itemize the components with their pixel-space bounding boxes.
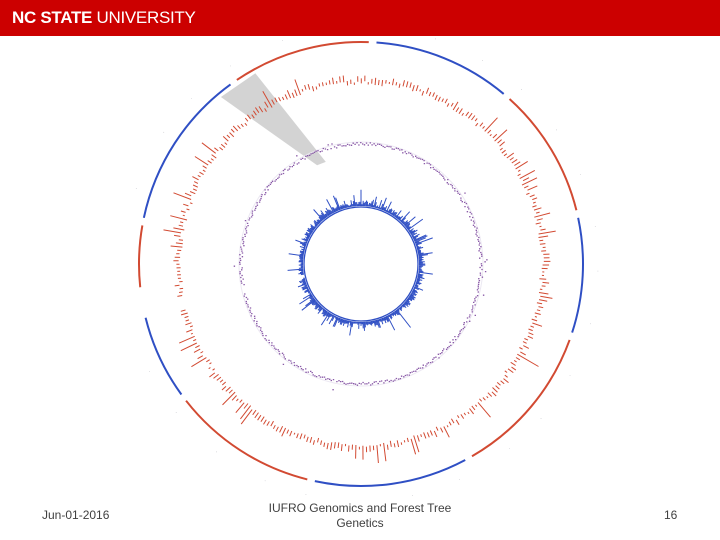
footer-page-number: 16 — [664, 508, 678, 522]
scale-tick-label: · — [263, 479, 266, 484]
scale-tick-label: · — [508, 447, 512, 452]
footer-title: IUFRO Genomics and Forest Tree Genetics — [268, 501, 452, 530]
scale-tick-label: · — [539, 416, 544, 420]
histogram-track-blue — [287, 189, 433, 336]
chromosome-segment — [138, 225, 144, 288]
scale-tick-label: · — [305, 492, 307, 496]
inner-track-baseline — [303, 206, 419, 322]
scale-tick-label: · — [568, 374, 573, 378]
chromosome-segment — [142, 83, 232, 219]
scale-tick-label: · — [481, 57, 485, 62]
scale-tick-label: · — [173, 411, 178, 415]
scale-tick-label: · — [214, 450, 218, 455]
scale-tick-label: · — [579, 173, 584, 176]
highlight-wedge — [220, 73, 326, 166]
chromosome-segment — [236, 41, 369, 81]
scale-tick-label: · — [161, 130, 166, 134]
scale-tick-label: · — [281, 37, 284, 42]
circos-plot: ·························· — [133, 36, 601, 496]
logo-bold-text: NC STATE — [12, 8, 93, 27]
scatter-track-purple — [233, 141, 488, 391]
chromosome-segment — [508, 98, 578, 211]
scale-tick-label: · — [133, 187, 138, 190]
scale-tick-label: · — [588, 323, 593, 326]
histogram-track-red — [163, 75, 556, 464]
footer-date: Jun-01-2016 — [42, 508, 110, 522]
scale-tick-label: · — [554, 128, 559, 132]
chromosome-segment — [571, 217, 584, 333]
header-banner: NC STATE UNIVERSITY — [0, 0, 720, 36]
scale-tick-label: · — [434, 36, 437, 41]
scale-tick-label: · — [147, 370, 152, 373]
logo-regular-text: UNIVERSITY — [96, 8, 196, 27]
scale-tick-label: · — [520, 87, 524, 92]
scale-tick-label: · — [228, 63, 232, 68]
scale-tick-label: · — [412, 493, 414, 496]
chromosome-segment — [314, 459, 466, 487]
chromosome-segment — [471, 339, 571, 458]
chromosome-segment — [185, 400, 308, 481]
university-logo[interactable]: NC STATE UNIVERSITY — [12, 8, 196, 28]
scale-tick-label: · — [593, 226, 598, 228]
chromosome-segment — [376, 41, 505, 95]
chromosome-segment — [144, 317, 183, 396]
scale-tick-label: · — [189, 96, 194, 100]
scale-tick-label: · — [458, 478, 461, 483]
scale-tick-label: · — [596, 270, 601, 271]
